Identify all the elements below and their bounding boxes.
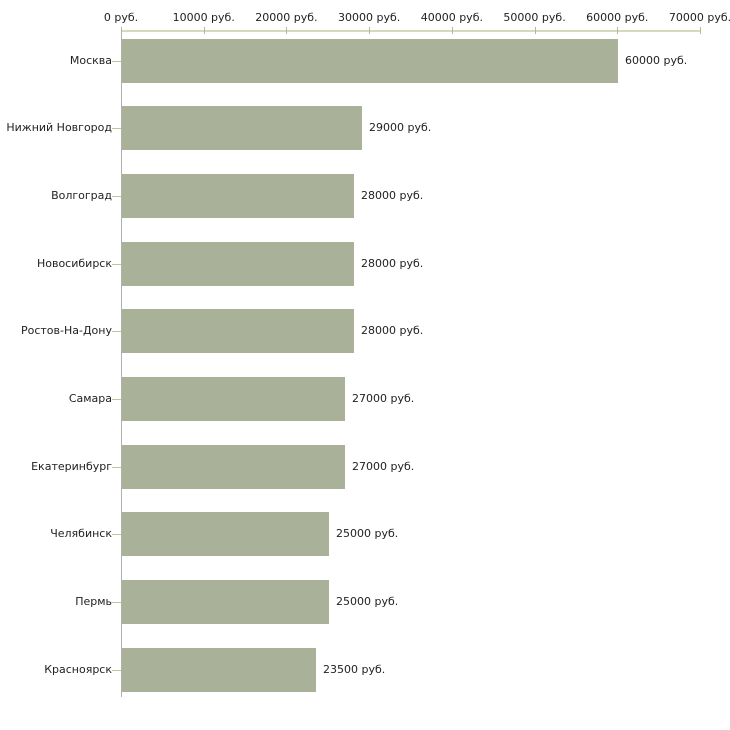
x-axis-tick — [617, 27, 619, 34]
value-label: 27000 руб. — [352, 392, 415, 405]
category-label: Новосибирск — [36, 257, 112, 270]
y-axis-tick — [112, 128, 121, 129]
y-axis-tick — [112, 331, 121, 332]
bar — [122, 377, 345, 421]
x-axis-tick-label: 10000 руб. — [172, 11, 235, 24]
category-label: Волгоград — [51, 189, 112, 202]
bar — [122, 106, 362, 150]
bar — [122, 648, 316, 692]
bar — [122, 445, 345, 489]
category-label: Нижний Новгород — [6, 121, 112, 134]
value-label: 23500 руб. — [323, 663, 386, 676]
x-axis-tick-label: 30000 руб. — [338, 11, 401, 24]
y-axis-tick — [112, 196, 121, 197]
x-axis-tick-label: 70000 руб. — [668, 11, 730, 24]
bar — [122, 39, 618, 83]
x-axis-tick-label: 60000 руб. — [586, 11, 649, 24]
x-axis-tick — [286, 27, 288, 34]
x-axis-line — [121, 30, 701, 32]
x-axis-tick — [534, 27, 536, 34]
x-axis-tick-label: 50000 руб. — [503, 11, 566, 24]
y-axis-tick — [112, 399, 121, 400]
x-axis-tick — [203, 27, 205, 34]
bar — [122, 580, 329, 624]
y-axis-tick — [112, 467, 121, 468]
category-label: Екатеринбург — [31, 460, 112, 473]
category-label: Красноярск — [44, 663, 112, 676]
category-label: Москва — [69, 54, 112, 67]
value-label: 25000 руб. — [336, 527, 399, 540]
y-axis-tick — [112, 534, 121, 535]
bar — [122, 174, 354, 218]
value-label: 28000 руб. — [361, 257, 424, 270]
x-axis-tick-label: 40000 руб. — [420, 11, 483, 24]
category-label: Ростов-На-Дону — [20, 324, 112, 337]
x-axis-tick — [700, 27, 701, 34]
x-axis-tick-label: 20000 руб. — [255, 11, 318, 24]
y-axis-line — [121, 31, 122, 697]
value-label: 27000 руб. — [352, 460, 415, 473]
bar — [122, 242, 354, 286]
y-axis-tick — [112, 602, 121, 603]
y-axis-tick — [112, 670, 121, 671]
value-label: 28000 руб. — [361, 189, 424, 202]
x-axis-tick-label: 0 руб. — [103, 11, 139, 24]
x-axis-tick — [121, 27, 122, 34]
category-label: Самара — [68, 392, 112, 405]
y-axis-tick — [112, 264, 121, 265]
x-axis-tick — [369, 27, 371, 34]
bar — [122, 309, 354, 353]
category-label: Пермь — [75, 595, 112, 608]
value-label: 60000 руб. — [625, 54, 688, 67]
value-label: 29000 руб. — [369, 121, 432, 134]
value-label: 25000 руб. — [336, 595, 399, 608]
y-axis-tick — [112, 61, 121, 62]
x-axis-tick — [451, 27, 453, 34]
value-label: 28000 руб. — [361, 324, 424, 337]
bar — [122, 512, 329, 556]
category-label: Челябинск — [50, 527, 112, 540]
